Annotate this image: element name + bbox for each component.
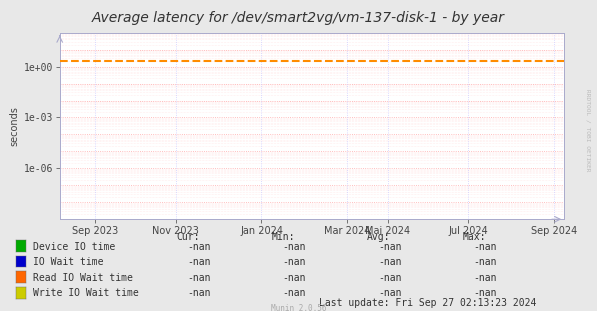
- Text: Max:: Max:: [463, 232, 486, 242]
- Text: -nan: -nan: [473, 242, 497, 252]
- Text: -nan: -nan: [378, 288, 401, 298]
- Text: Avg:: Avg:: [367, 232, 390, 242]
- Text: Read IO Wait time: Read IO Wait time: [33, 273, 133, 283]
- Text: -nan: -nan: [282, 288, 306, 298]
- Text: -nan: -nan: [378, 273, 401, 283]
- Y-axis label: seconds: seconds: [9, 106, 19, 146]
- Text: -nan: -nan: [473, 257, 497, 267]
- Text: Last update: Fri Sep 27 02:13:23 2024: Last update: Fri Sep 27 02:13:23 2024: [319, 298, 537, 308]
- Text: -nan: -nan: [282, 273, 306, 283]
- Text: IO Wait time: IO Wait time: [33, 257, 103, 267]
- Text: -nan: -nan: [282, 257, 306, 267]
- Text: -nan: -nan: [473, 288, 497, 298]
- Text: Min:: Min:: [272, 232, 295, 242]
- Text: -nan: -nan: [187, 242, 210, 252]
- Text: -nan: -nan: [378, 242, 401, 252]
- Text: Average latency for /dev/smart2vg/vm-137-disk-1 - by year: Average latency for /dev/smart2vg/vm-137…: [92, 11, 505, 25]
- Text: -nan: -nan: [187, 288, 210, 298]
- Text: Write IO Wait time: Write IO Wait time: [33, 288, 139, 298]
- Text: -nan: -nan: [378, 257, 401, 267]
- Text: Cur:: Cur:: [176, 232, 199, 242]
- Text: -nan: -nan: [473, 273, 497, 283]
- Text: -nan: -nan: [187, 273, 210, 283]
- Text: RRDTOOL / TOBI OETIKER: RRDTOOL / TOBI OETIKER: [586, 89, 590, 172]
- Text: -nan: -nan: [187, 257, 210, 267]
- Text: -nan: -nan: [282, 242, 306, 252]
- Text: Munin 2.0.56: Munin 2.0.56: [271, 304, 326, 311]
- Text: Device IO time: Device IO time: [33, 242, 115, 252]
